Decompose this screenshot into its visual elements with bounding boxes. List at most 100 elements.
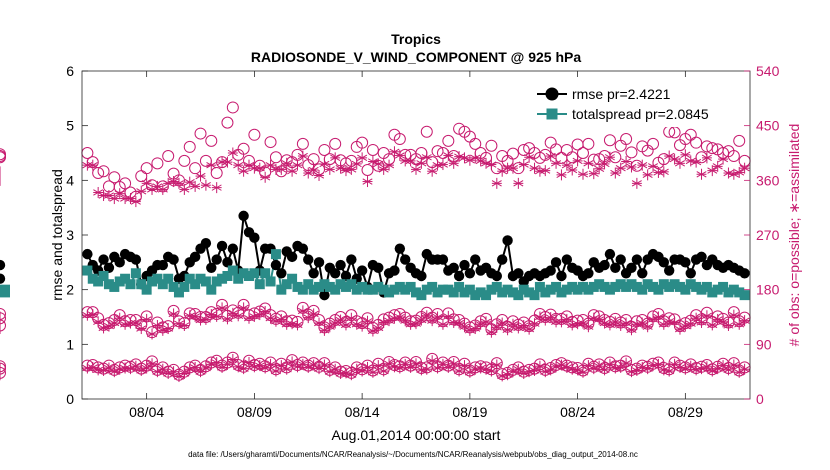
obs-assimilated-point bbox=[658, 364, 669, 376]
totalspread-point bbox=[696, 284, 707, 295]
obs-assimilated-point bbox=[130, 317, 141, 329]
legend-spread-label: totalspread pr=2.0845 bbox=[572, 106, 709, 122]
obs-assimilated-point bbox=[287, 165, 298, 177]
obs-assimilated-point bbox=[238, 165, 249, 177]
obs-possible-point bbox=[366, 143, 379, 156]
obs-possible-point bbox=[178, 154, 191, 167]
obs-assimilated-point bbox=[621, 156, 632, 168]
obs-assimilated-point bbox=[502, 369, 513, 381]
obs-assimilated-point bbox=[297, 305, 308, 317]
obs-assimilated-point bbox=[168, 366, 179, 378]
obs-assimilated-point bbox=[545, 364, 556, 376]
totalspread-point bbox=[217, 273, 228, 284]
obs-assimilated-point bbox=[551, 157, 562, 169]
obs-possible-point bbox=[469, 137, 482, 150]
obs-assimilated-point bbox=[260, 171, 271, 183]
obs-assimilated-point bbox=[443, 149, 454, 161]
totalspread-point bbox=[0, 287, 10, 298]
obs-assimilated-point bbox=[114, 312, 125, 324]
totalspread-point bbox=[362, 284, 373, 295]
obs-assimilated-point bbox=[674, 157, 685, 169]
rmse-point bbox=[658, 257, 670, 268]
totalspread-point bbox=[685, 279, 696, 290]
totalspread-point bbox=[567, 281, 578, 292]
obs-assimilated-point bbox=[384, 159, 395, 171]
obs-assimilated-point bbox=[87, 159, 98, 171]
totalspread-point bbox=[270, 249, 281, 260]
totalspread-point bbox=[157, 279, 168, 290]
obs-assimilated-point bbox=[211, 310, 222, 322]
obs-possible-point bbox=[92, 167, 105, 180]
rmse-point bbox=[346, 254, 357, 265]
rmse-point bbox=[303, 254, 314, 265]
obs-assimilated-point bbox=[696, 363, 707, 375]
totalspread-point bbox=[561, 284, 572, 295]
obs-assimilated-point bbox=[389, 312, 400, 324]
rmse-point bbox=[604, 248, 616, 260]
obs-assimilated-point bbox=[394, 149, 405, 161]
totalspread-point bbox=[373, 281, 384, 292]
obs-assimilated-point bbox=[98, 364, 109, 376]
totalspread-point bbox=[701, 281, 712, 292]
obs-assimilated-point bbox=[93, 316, 104, 328]
obs-possible-point bbox=[0, 366, 6, 379]
obs-assimilated-point bbox=[567, 164, 578, 176]
obs-assimilated-point bbox=[561, 313, 572, 325]
obs-assimilated-point bbox=[545, 312, 556, 324]
obs-assimilated-point bbox=[524, 323, 535, 335]
totalspread-point bbox=[281, 279, 292, 290]
rmse-point bbox=[491, 270, 503, 282]
obs-assimilated-point bbox=[200, 179, 211, 191]
totalspread-point bbox=[98, 271, 109, 281]
obs-assimilated-point bbox=[179, 367, 190, 379]
totalspread-point bbox=[604, 284, 615, 295]
totalspread-point bbox=[599, 281, 610, 292]
obs-possible-point bbox=[97, 165, 110, 178]
totalspread-point bbox=[658, 279, 669, 290]
totalspread-point bbox=[723, 287, 734, 298]
obs-assimilated-point bbox=[491, 359, 502, 371]
totalspread-point bbox=[405, 281, 416, 292]
rmse-point bbox=[297, 243, 309, 254]
obs-assimilated-point bbox=[346, 369, 357, 381]
obs-assimilated-point bbox=[615, 162, 626, 174]
obs-assimilated-point bbox=[680, 320, 691, 332]
obs-assimilated-point bbox=[384, 315, 395, 327]
totalspread-point bbox=[669, 279, 680, 290]
totalspread-point bbox=[297, 284, 308, 295]
obs-assimilated-point bbox=[179, 183, 190, 195]
obs-possible-point bbox=[690, 136, 703, 149]
obs-assimilated-point bbox=[324, 366, 335, 378]
rmse-point bbox=[270, 259, 282, 271]
obs-assimilated-point bbox=[217, 302, 228, 314]
totalspread-point bbox=[82, 265, 93, 276]
totalspread-point bbox=[190, 279, 201, 290]
totalspread-point bbox=[147, 276, 158, 287]
obs-assimilated-point bbox=[222, 313, 233, 325]
obs-assimilated-point bbox=[389, 146, 400, 158]
obs-assimilated-point bbox=[481, 157, 492, 169]
obs-assimilated-point bbox=[303, 361, 314, 373]
rmse-point bbox=[599, 259, 610, 271]
totalspread-point bbox=[109, 281, 120, 292]
totalspread-point bbox=[448, 287, 459, 298]
obs-assimilated-point bbox=[308, 164, 319, 176]
totalspread-point bbox=[222, 271, 233, 281]
obs-assimilated-point bbox=[437, 159, 448, 171]
rmse-point bbox=[82, 248, 93, 260]
rmse-point bbox=[329, 268, 341, 279]
obs-assimilated-point bbox=[723, 364, 734, 376]
obs-assimilated-point bbox=[276, 163, 287, 175]
rmse-point bbox=[216, 240, 228, 252]
totalspread-point bbox=[421, 284, 432, 295]
obs-assimilated-point bbox=[642, 321, 653, 333]
obs-assimilated-point bbox=[626, 161, 637, 173]
obs-assimilated-point bbox=[615, 320, 626, 332]
obs-assimilated-point bbox=[734, 166, 745, 178]
totalspread-point bbox=[443, 284, 454, 295]
rmse-point bbox=[308, 268, 319, 279]
totalspread-point bbox=[384, 287, 395, 298]
totalspread-point bbox=[680, 284, 691, 295]
obs-assimilated-point bbox=[637, 361, 648, 373]
totalspread-point bbox=[502, 284, 513, 295]
